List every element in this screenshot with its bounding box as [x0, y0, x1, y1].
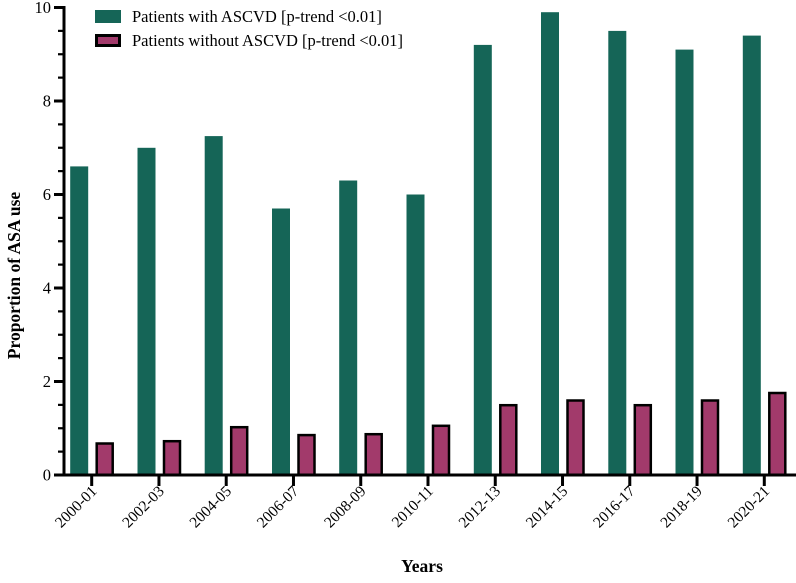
bar-with-ascvd-2004-05: [204, 136, 223, 475]
bar-with-ascvd-2006-07: [272, 208, 290, 475]
bar-without-ascvd-2008-09: [364, 432, 383, 477]
x-tick-label-2012-13: 2012-13: [456, 483, 505, 532]
x-tick-label-2008-09: 2008-09: [321, 483, 370, 532]
x-tick-label-2018-19: 2018-19: [657, 483, 706, 532]
x-axis-title: Years: [401, 556, 443, 576]
y-axis-title-container: Proportion of ASA use: [0, 120, 30, 430]
legend: Patients with ASCVD [p-trend <0.01] Pati…: [95, 8, 403, 49]
bar-without-ascvd-2006-07: [297, 433, 316, 477]
x-tick-label-2016-17: 2016-17: [590, 483, 639, 532]
x-tick-label-2006-07: 2006-07: [254, 483, 303, 532]
bar-without-ascvd-2014-15: [566, 399, 585, 477]
legend-swatch-with-ascvd-icon: [95, 10, 121, 23]
y-axis-title: Proportion of ASA use: [4, 191, 25, 359]
bar-with-ascvd-2008-09: [339, 180, 358, 475]
x-tick-label-2010-11: 2010-11: [389, 483, 437, 531]
x-tick-label-2002-03: 2002-03: [119, 483, 168, 532]
bar-with-ascvd-2018-19: [675, 49, 694, 475]
bar-without-ascvd-2012-13: [499, 403, 518, 477]
bar-without-ascvd-2004-05: [229, 425, 249, 477]
y-tick-label-6: 6: [43, 185, 51, 204]
legend-label-without-ascvd: Patients without ASCVD [p-trend <0.01]: [132, 31, 404, 50]
legend-item-with-ascvd: Patients with ASCVD [p-trend <0.01]: [95, 8, 403, 25]
x-tick-label-2020-21: 2020-21: [725, 483, 774, 532]
legend-item-without-ascvd: Patients without ASCVD [p-trend <0.01]: [95, 32, 403, 49]
bar-with-ascvd-2020-21: [742, 35, 761, 475]
x-tick-label-2004-05: 2004-05: [186, 483, 235, 532]
y-tick-label-10: 10: [35, 0, 52, 17]
legend-label-with-ascvd: Patients with ASCVD [p-trend <0.01]: [132, 7, 382, 26]
bar-without-ascvd-2002-03: [162, 439, 182, 477]
bar-without-ascvd-2020-21: [768, 391, 787, 477]
x-tick-label-2014-15: 2014-15: [523, 483, 572, 532]
bar-with-ascvd-2012-13: [473, 44, 492, 476]
bar-without-ascvd-2016-17: [633, 403, 653, 477]
x-tick-label-2000-01: 2000-01: [52, 483, 101, 532]
y-tick-label-2: 2: [43, 372, 51, 391]
bar-with-ascvd-2010-11: [406, 194, 425, 475]
y-tick-label-4: 4: [43, 279, 51, 298]
bar-with-ascvd-2014-15: [541, 12, 559, 475]
bar-without-ascvd-2010-11: [431, 424, 451, 477]
bar-without-ascvd-2018-19: [700, 399, 720, 477]
y-tick-label-0: 0: [43, 466, 51, 485]
y-tick-label-8: 8: [43, 92, 51, 111]
bar-with-ascvd-2016-17: [608, 30, 627, 476]
legend-swatch-without-ascvd-icon: [95, 34, 121, 47]
bar-with-ascvd-2000-01: [70, 166, 89, 475]
bar-without-ascvd-2000-01: [95, 442, 114, 477]
bar-with-ascvd-2002-03: [137, 147, 156, 476]
